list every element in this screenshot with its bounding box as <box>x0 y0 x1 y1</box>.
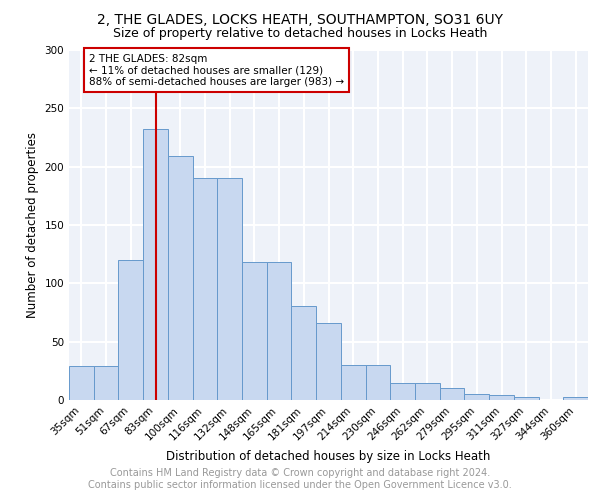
Bar <box>365 365 390 400</box>
Bar <box>464 394 489 400</box>
Bar <box>217 178 242 400</box>
Bar <box>193 178 217 400</box>
Bar <box>390 382 415 400</box>
X-axis label: Distribution of detached houses by size in Locks Heath: Distribution of detached houses by size … <box>166 450 491 463</box>
Bar <box>94 366 118 400</box>
Bar <box>440 388 464 400</box>
Bar <box>267 262 292 400</box>
Bar <box>118 260 143 400</box>
Text: Size of property relative to detached houses in Locks Heath: Size of property relative to detached ho… <box>113 28 487 40</box>
Y-axis label: Number of detached properties: Number of detached properties <box>26 132 39 318</box>
Text: 2, THE GLADES, LOCKS HEATH, SOUTHAMPTON, SO31 6UY: 2, THE GLADES, LOCKS HEATH, SOUTHAMPTON,… <box>97 12 503 26</box>
Bar <box>563 396 588 400</box>
Bar <box>341 365 365 400</box>
Bar <box>242 262 267 400</box>
Bar <box>168 156 193 400</box>
Bar <box>316 323 341 400</box>
Text: Contains HM Land Registry data © Crown copyright and database right 2024.
Contai: Contains HM Land Registry data © Crown c… <box>88 468 512 490</box>
Bar <box>143 130 168 400</box>
Bar <box>415 382 440 400</box>
Bar <box>489 396 514 400</box>
Text: 2 THE GLADES: 82sqm
← 11% of detached houses are smaller (129)
88% of semi-detac: 2 THE GLADES: 82sqm ← 11% of detached ho… <box>89 54 344 86</box>
Bar <box>69 366 94 400</box>
Bar <box>292 306 316 400</box>
Bar <box>514 396 539 400</box>
